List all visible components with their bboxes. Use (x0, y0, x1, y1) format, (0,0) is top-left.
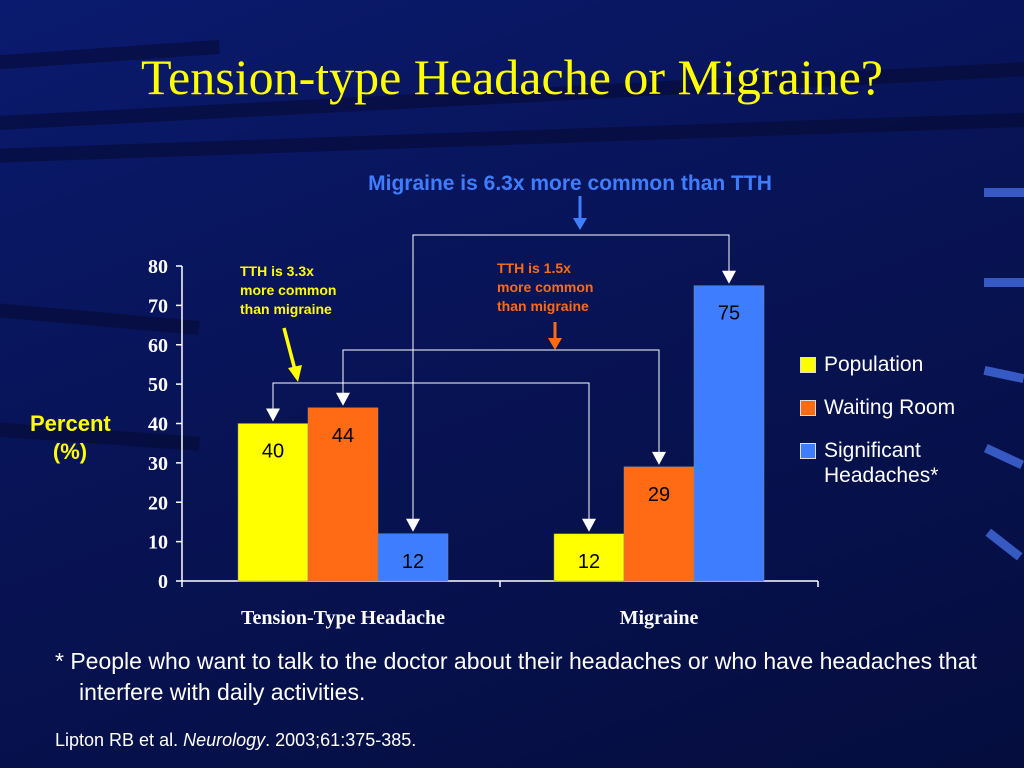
citation-journal: Neurology (183, 730, 266, 750)
chart-legend: Population Waiting Room Significant Head… (800, 352, 1020, 506)
annotation-line: more common (240, 282, 337, 298)
data-label: 40 (262, 441, 284, 463)
annotation-line: than migraine (240, 301, 332, 317)
legend-item-population: Population (800, 352, 1020, 377)
y-tick-label: 70 (148, 295, 168, 317)
edge-dash (984, 188, 1024, 197)
connector-significant (412, 234, 730, 520)
annotation-migraine-vs-tth: Migraine is 6.3x more common than TTH (368, 172, 772, 195)
y-tick-label: 20 (148, 492, 168, 514)
data-label: 12 (578, 551, 600, 573)
annotation-tth-1-5x: TTH is 1.5x more common than migraine (497, 259, 627, 316)
data-label: 12 (402, 551, 424, 573)
connector-population-arrow (582, 518, 596, 532)
legend-swatch-population (800, 357, 816, 373)
connector-population (272, 382, 590, 520)
y-tick-label: 80 (148, 256, 168, 278)
x-category-label: Migraine (620, 607, 699, 629)
chart-connectors (266, 196, 736, 532)
data-label: 75 (718, 303, 740, 325)
data-label: 29 (648, 484, 670, 506)
annotation-line: TTH is 3.3x (240, 263, 314, 279)
legend-swatch-waiting-room (800, 400, 816, 416)
y-tick-label: 0 (158, 571, 168, 593)
legend-label: Waiting Room (824, 396, 956, 419)
legend-label-line: Headaches* (824, 464, 939, 487)
legend-item-significant-headaches: Significant Headaches* (800, 438, 1020, 488)
pointer-arrow-orange-head (548, 338, 562, 350)
legend-swatch-significant (800, 443, 816, 459)
y-tick-label: 30 (148, 453, 168, 475)
connector-significant-arrow (406, 518, 420, 532)
y-tick-label: 10 (148, 532, 168, 554)
connector-population-arrow (266, 408, 280, 422)
connector-significant-arrow (722, 270, 736, 284)
y-tick-label: 60 (148, 335, 168, 357)
chart-bars: 40 12 44 29 12 75 (237, 285, 765, 582)
slide-title: Tension-type Headache or Migraine? (140, 49, 884, 105)
citation-authors: Lipton RB et al. (55, 730, 184, 750)
y-tick-label: 50 (148, 374, 168, 396)
connector-waiting-room (342, 349, 660, 453)
bar (307, 407, 379, 582)
y-tick-label: 40 (148, 414, 168, 436)
annotation-line: more common (497, 279, 594, 295)
x-category-label: Tension-Type Headache (241, 607, 445, 629)
connector-waiting-room-arrow (336, 392, 350, 406)
legend-label-line: Significant (824, 439, 921, 462)
citation-details: . 2003;61:375-385. (265, 730, 417, 750)
bar (553, 533, 625, 582)
legend-item-waiting-room: Waiting Room (800, 395, 1020, 420)
annotation-line: than migraine (497, 298, 589, 314)
pointer-arrow-blue-head (573, 218, 587, 230)
pointer-arrow-yellow-head (288, 365, 302, 382)
footnote: * People who want to talk to the doctor … (55, 648, 977, 705)
legend-label: Population (824, 353, 924, 376)
bar (237, 423, 309, 582)
legend-label: Significant Headaches* (824, 438, 938, 488)
y-axis-label-line: (%) (52, 439, 88, 464)
y-axis-label-line: Percent (30, 411, 111, 436)
bar (693, 285, 765, 582)
data-label: 44 (332, 425, 354, 447)
bar (377, 533, 449, 582)
annotation-tth-3-3x: TTH is 3.3x more common than migraine (240, 262, 370, 319)
annotation-line: TTH is 1.5x (497, 260, 571, 276)
pointer-arrow-yellow (282, 327, 297, 371)
bar (623, 466, 695, 582)
edge-dash (984, 278, 1024, 287)
connector-waiting-room-arrow (652, 451, 666, 465)
y-axis-label: Percent (%) (30, 410, 111, 466)
citation: Lipton RB et al. Neurology. 2003;61:375-… (55, 730, 416, 751)
